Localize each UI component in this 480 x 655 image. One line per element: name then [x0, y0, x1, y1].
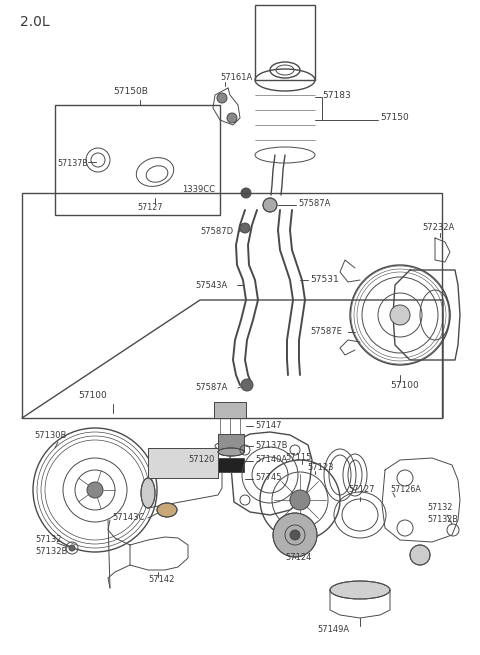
Text: 57183: 57183: [322, 90, 351, 100]
Text: 57150B: 57150B: [113, 88, 148, 96]
Text: 57137B: 57137B: [57, 159, 88, 168]
Bar: [22, 193, 442, 418]
Bar: [218, 434, 244, 452]
Circle shape: [87, 482, 103, 498]
Text: 57130B: 57130B: [34, 430, 66, 440]
Text: 57132: 57132: [427, 504, 452, 512]
Circle shape: [217, 93, 227, 103]
Ellipse shape: [330, 581, 390, 599]
Bar: [218, 458, 244, 472]
Text: 57126A: 57126A: [390, 485, 421, 495]
Bar: [55, 105, 220, 215]
Text: 57120: 57120: [188, 455, 215, 464]
Text: 57147: 57147: [255, 421, 281, 430]
Text: 57127: 57127: [348, 485, 374, 495]
Text: 57161A: 57161A: [220, 73, 252, 83]
Circle shape: [410, 545, 430, 565]
Bar: [218, 434, 244, 452]
Bar: [214, 402, 246, 418]
Ellipse shape: [218, 448, 244, 456]
Circle shape: [227, 113, 237, 123]
Text: 57149A: 57149A: [317, 626, 349, 635]
Circle shape: [273, 513, 317, 557]
Text: 1339CC: 1339CC: [182, 185, 215, 195]
Text: 57137B: 57137B: [255, 441, 288, 449]
Text: 57132B: 57132B: [35, 548, 67, 557]
Circle shape: [240, 223, 250, 233]
Text: 57100: 57100: [78, 390, 107, 400]
Text: 57115: 57115: [285, 453, 312, 462]
Circle shape: [390, 305, 410, 325]
Text: 57587A: 57587A: [298, 198, 330, 208]
Text: 57232A: 57232A: [422, 223, 454, 233]
Bar: [148, 448, 218, 478]
Ellipse shape: [141, 478, 155, 508]
Circle shape: [241, 188, 251, 198]
Text: 57132B: 57132B: [427, 514, 458, 523]
Text: 57745: 57745: [255, 474, 281, 483]
Circle shape: [290, 490, 310, 510]
Circle shape: [69, 545, 75, 551]
Text: 57123: 57123: [307, 464, 334, 472]
Text: 57127: 57127: [137, 202, 163, 212]
Circle shape: [241, 379, 253, 391]
Text: 57587D: 57587D: [200, 227, 233, 236]
Bar: [214, 402, 246, 418]
Bar: [255, 5, 315, 80]
Text: 57142: 57142: [148, 576, 174, 584]
Text: 2.0L: 2.0L: [20, 15, 49, 29]
Text: 57531: 57531: [310, 276, 339, 284]
Ellipse shape: [157, 503, 177, 517]
Circle shape: [290, 530, 300, 540]
Text: 57587A: 57587A: [195, 383, 228, 392]
Text: 57150: 57150: [380, 113, 409, 122]
Circle shape: [263, 198, 277, 212]
Text: 57143C: 57143C: [112, 514, 144, 523]
Text: 57100: 57100: [390, 381, 419, 390]
Text: 57543A: 57543A: [195, 280, 227, 290]
Text: 57124: 57124: [285, 553, 312, 561]
Bar: [148, 448, 218, 478]
Text: 57132: 57132: [35, 536, 61, 544]
Text: 57587E: 57587E: [310, 328, 342, 337]
Text: 57140A: 57140A: [255, 455, 287, 464]
